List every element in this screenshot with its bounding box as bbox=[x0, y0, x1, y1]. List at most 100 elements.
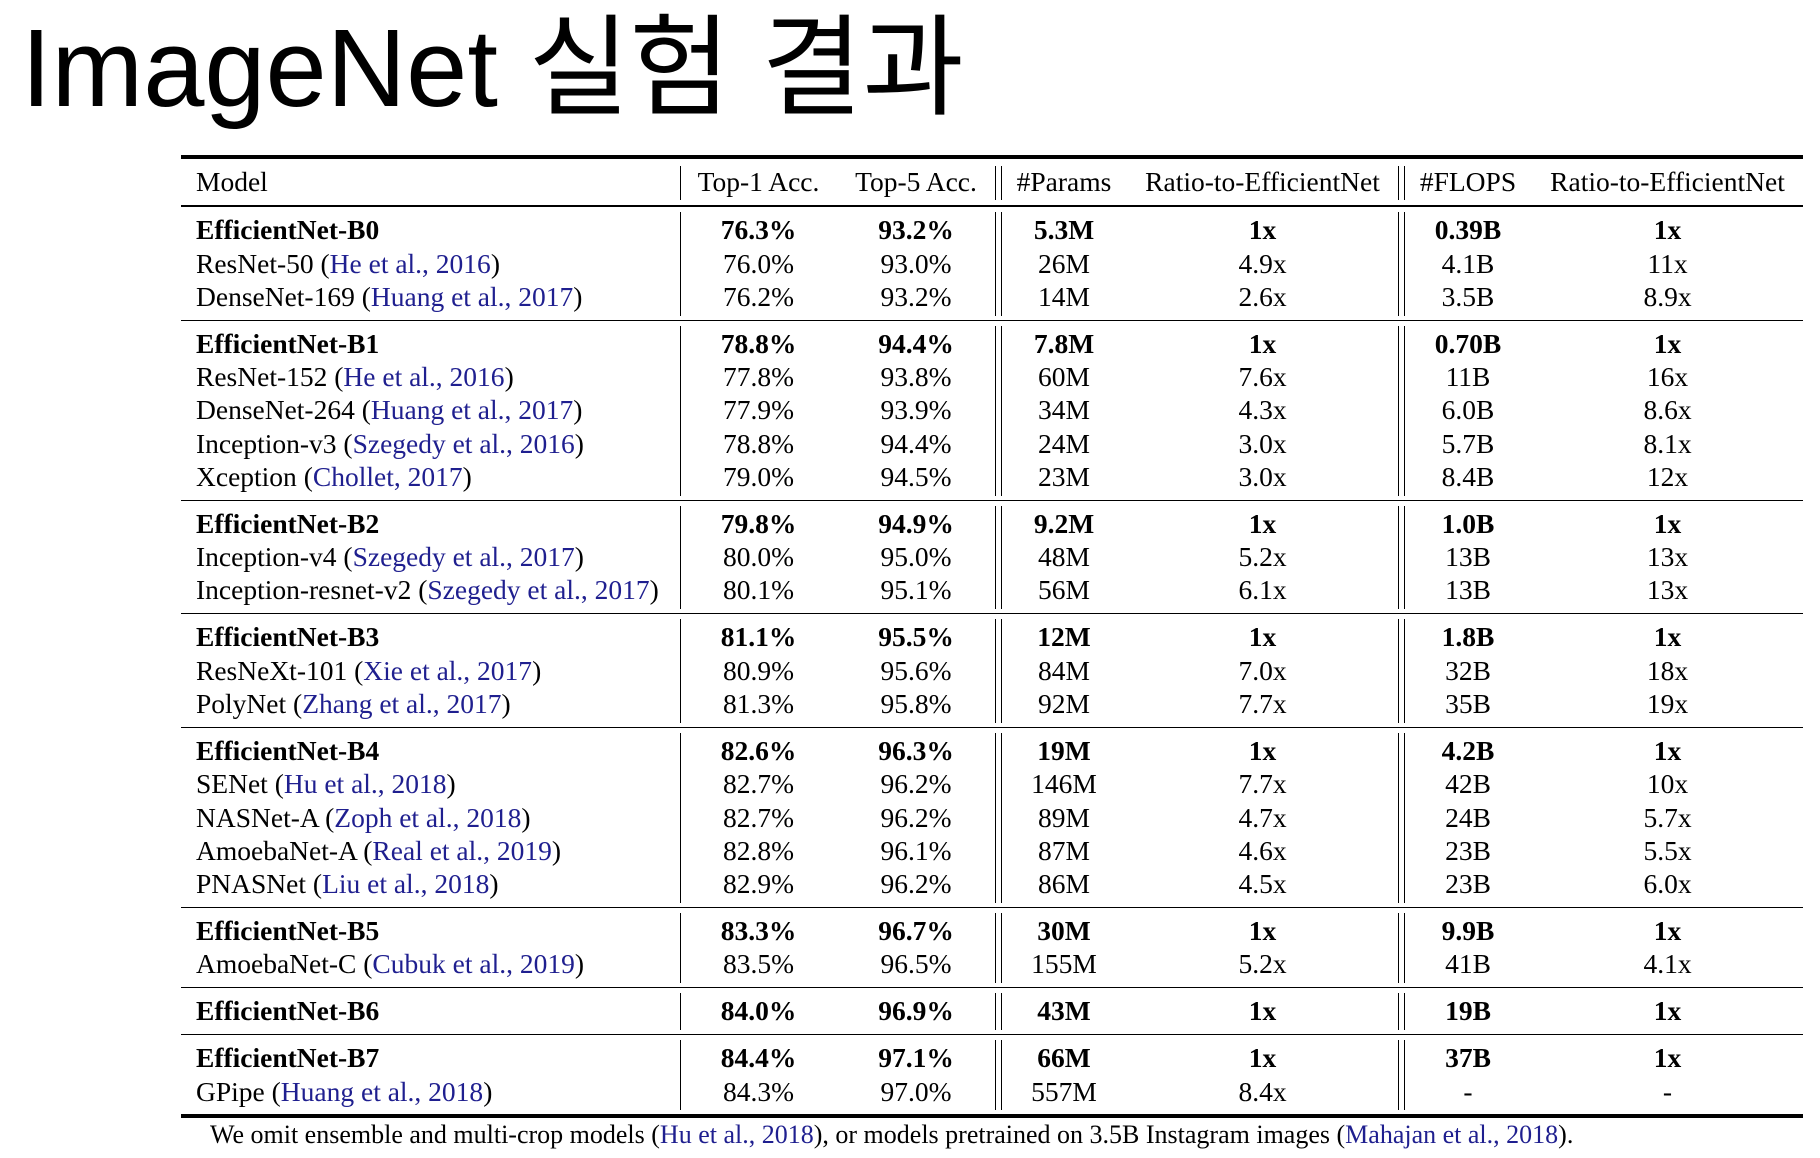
params-cell: 60M bbox=[1038, 361, 1090, 393]
column-divider bbox=[994, 912, 996, 983]
model-cell: EfficientNet-B3 bbox=[196, 620, 680, 653]
top1-acc-cell: 78.8% bbox=[720, 327, 797, 359]
model-citation: Chollet, 2017 bbox=[312, 460, 463, 492]
params-cell: 146M bbox=[1031, 768, 1097, 800]
column-divider bbox=[1403, 212, 1405, 316]
flops-ratio-cell: 1x bbox=[1653, 995, 1682, 1027]
params-ratio-cell: 1x bbox=[1248, 214, 1277, 246]
flops-cell: 0.70B bbox=[1434, 327, 1502, 359]
model-cell: AmoebaNet-A (Real et al., 2019) bbox=[196, 834, 562, 866]
model-citation: Huang et al., 2018 bbox=[280, 1075, 484, 1107]
column-divider bbox=[679, 212, 681, 316]
model-name: EfficientNet-B5 bbox=[196, 915, 380, 947]
top5-acc-cell: 95.5% bbox=[878, 621, 954, 653]
row-group: EfficientNet-B3 81.1% 95.5% 12M 1x 1.8B 1x ResN… bbox=[181, 614, 1803, 728]
model-name: PNASNet bbox=[196, 868, 307, 900]
top1-acc-cell: 83.5% bbox=[722, 948, 795, 980]
flops-ratio-cell: 11x bbox=[1647, 247, 1688, 279]
top5-acc-cell: 96.5% bbox=[880, 948, 952, 980]
efficientnet-row: EfficientNet-B7 84.4% 97.1% 66M 1x 37B 1x bbox=[181, 1041, 1803, 1074]
column-divider bbox=[679, 165, 681, 200]
model-name: PolyNet bbox=[196, 687, 287, 719]
flops-cell: 23B bbox=[1445, 868, 1491, 900]
top5-acc-cell: 96.3% bbox=[878, 735, 954, 767]
flops-cell: 42B bbox=[1445, 768, 1491, 800]
params-cell: 12M bbox=[1037, 621, 1091, 653]
top5-acc-cell: 96.2% bbox=[880, 768, 952, 800]
model-name: DenseNet-264 bbox=[196, 394, 355, 426]
slide-title: ImageNet 실험 결과 bbox=[21, 7, 964, 130]
column-divider bbox=[1403, 732, 1405, 903]
params-ratio-cell: 1x bbox=[1248, 327, 1277, 359]
row-group: EfficientNet-B7 84.4% 97.1% 66M 1x 37B 1x GPipe… bbox=[181, 1035, 1803, 1114]
efficientnet-row: EfficientNet-B6 84.0% 96.9% 43M 1x 19B 1x bbox=[181, 994, 1803, 1027]
model-name: EfficientNet-B0 bbox=[196, 214, 380, 246]
column-divider bbox=[1397, 912, 1399, 983]
top5-acc-cell: 96.2% bbox=[880, 868, 952, 900]
params-ratio-cell: 1x bbox=[1248, 621, 1277, 653]
top1-acc-cell: 81.3% bbox=[722, 687, 795, 719]
flops-ratio-cell: 1x bbox=[1653, 735, 1682, 767]
model-name: ResNet-152 bbox=[196, 361, 328, 393]
column-divider bbox=[679, 619, 681, 723]
params-ratio-cell: 1x bbox=[1248, 507, 1277, 539]
top1-acc-cell: 84.0% bbox=[720, 995, 797, 1027]
params-ratio-cell: 4.7x bbox=[1238, 801, 1287, 833]
params-cell: 89M bbox=[1038, 801, 1090, 833]
header-top1-acc: Top-1 Acc. bbox=[697, 165, 820, 197]
model-cell: EfficientNet-B5 bbox=[196, 914, 680, 947]
model-citation: Huang et al., 2017 bbox=[370, 280, 574, 312]
top5-acc-cell: 94.4% bbox=[880, 427, 952, 459]
column-divider bbox=[679, 912, 681, 983]
baseline-model-row: DenseNet-169 (Huang et al., 2017) 76.2% 93… bbox=[181, 280, 1803, 313]
params-ratio-cell: 4.3x bbox=[1238, 394, 1287, 426]
efficientnet-row: EfficientNet-B4 82.6% 96.3% 19M 1x 4.2B 1x bbox=[181, 734, 1803, 767]
model-cell: PNASNet (Liu et al., 2018) bbox=[196, 868, 499, 900]
model-name: EfficientNet-B3 bbox=[196, 621, 380, 653]
flops-ratio-cell: 8.6x bbox=[1643, 394, 1692, 426]
top5-acc-cell: 96.2% bbox=[880, 801, 952, 833]
column-divider bbox=[994, 165, 996, 200]
baseline-model-row: NASNet-A (Zoph et al., 2018) 82.7% 96.2% 89… bbox=[181, 801, 1803, 834]
model-citation: Szegedy et al., 2017 bbox=[427, 574, 650, 606]
column-divider bbox=[1397, 1039, 1399, 1111]
params-ratio-cell: 3.0x bbox=[1238, 460, 1287, 492]
model-cell: EfficientNet-B4 bbox=[196, 734, 680, 767]
flops-ratio-cell: 16x bbox=[1646, 361, 1689, 393]
column-divider bbox=[1000, 619, 1002, 723]
model-citation: Cubuk et al., 2019 bbox=[372, 948, 575, 980]
column-divider bbox=[1403, 912, 1405, 983]
column-divider bbox=[1403, 505, 1405, 610]
column-divider bbox=[1000, 912, 1002, 983]
top5-acc-cell: 93.2% bbox=[880, 280, 952, 312]
footnote-text: We omit ensemble and multi-crop models ( bbox=[210, 1120, 660, 1149]
column-divider bbox=[679, 992, 681, 1030]
params-cell: 557M bbox=[1031, 1075, 1097, 1107]
flops-cell: 9.9B bbox=[1441, 915, 1495, 947]
flops-cell: 4.2B bbox=[1441, 735, 1495, 767]
model-cell: NASNet-A (Zoph et al., 2018) bbox=[196, 801, 531, 833]
row-group: EfficientNet-B0 76.3% 93.2% 5.3M 1x 0.39B 1x Re… bbox=[181, 207, 1803, 321]
params-cell: 92M bbox=[1038, 687, 1090, 719]
params-ratio-cell: 5.2x bbox=[1238, 541, 1287, 573]
params-cell: 87M bbox=[1038, 834, 1090, 866]
column-divider bbox=[1397, 212, 1399, 316]
column-divider bbox=[1397, 505, 1399, 610]
top1-acc-cell: 83.3% bbox=[720, 915, 797, 947]
top5-acc-cell: 96.9% bbox=[878, 995, 954, 1027]
top1-acc-cell: 80.1% bbox=[722, 574, 795, 606]
flops-cell: 6.0B bbox=[1441, 394, 1495, 426]
flops-ratio-cell: 18x bbox=[1646, 654, 1689, 686]
model-cell: DenseNet-169 (Huang et al., 2017) bbox=[196, 280, 583, 312]
column-divider bbox=[1403, 992, 1405, 1030]
model-name: GPipe bbox=[196, 1075, 265, 1107]
params-cell: 30M bbox=[1037, 915, 1091, 947]
flops-ratio-cell: 10x bbox=[1646, 768, 1689, 800]
column-divider bbox=[994, 505, 996, 610]
model-name: EfficientNet-B4 bbox=[196, 735, 380, 767]
params-ratio-cell: 4.6x bbox=[1238, 834, 1287, 866]
top5-acc-cell: 94.9% bbox=[878, 507, 954, 539]
column-divider bbox=[994, 325, 996, 496]
baseline-model-row: ResNet-50 (He et al., 2016) 76.0% 93.0% 26M… bbox=[181, 247, 1803, 280]
header-flops-ratio: Ratio-to-EfficientNet bbox=[1550, 165, 1785, 197]
